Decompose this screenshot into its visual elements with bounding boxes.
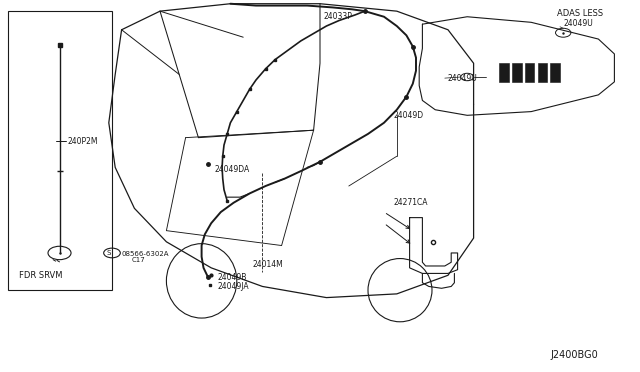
Text: 24049D: 24049D	[394, 111, 424, 120]
Text: ADAS LESS: ADAS LESS	[557, 9, 603, 17]
Text: 08566-6302A: 08566-6302A	[122, 251, 169, 257]
Text: 24014M: 24014M	[253, 260, 284, 269]
Text: 24049U: 24049U	[563, 19, 593, 28]
Text: 24049U: 24049U	[448, 74, 477, 83]
Text: 24033P: 24033P	[323, 12, 352, 21]
Text: 24049DA: 24049DA	[214, 165, 250, 174]
Text: J2400BG0: J2400BG0	[550, 350, 598, 360]
Text: C17: C17	[131, 257, 145, 263]
Text: 24049B: 24049B	[218, 273, 247, 282]
Bar	[512, 63, 522, 82]
Text: FDR SRVM: FDR SRVM	[19, 271, 63, 280]
Text: S: S	[107, 250, 111, 256]
Bar	[8, 11, 112, 290]
Text: 240P2M: 240P2M	[67, 137, 98, 146]
Text: 24271CA: 24271CA	[394, 198, 428, 207]
Bar	[525, 63, 534, 82]
Bar	[538, 63, 547, 82]
Text: 24049JA: 24049JA	[218, 282, 249, 291]
Bar	[550, 63, 560, 82]
Bar	[499, 63, 509, 82]
